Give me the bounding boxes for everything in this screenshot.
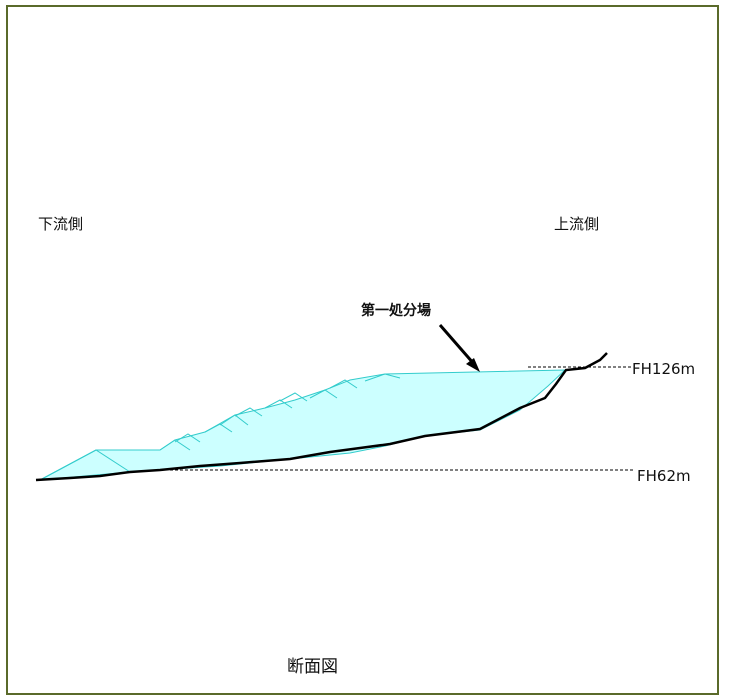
landfill-bench-steps (39, 373, 401, 481)
diagram-caption: 断面図 (287, 657, 338, 677)
level-low-label: FH62m (637, 467, 691, 485)
upstream-label: 上流側 (554, 215, 600, 233)
landfill-fill-area (39, 369, 567, 481)
facility-pointer-arrowhead (466, 358, 480, 372)
diagram-frame (6, 5, 719, 695)
facility-label: 第一処分場 (361, 303, 431, 319)
level-high-label: FH126m (632, 360, 696, 378)
downstream-label: 下流側 (38, 215, 84, 233)
facility-pointer-arrow (438, 324, 476, 365)
terrain-line (35, 352, 608, 482)
